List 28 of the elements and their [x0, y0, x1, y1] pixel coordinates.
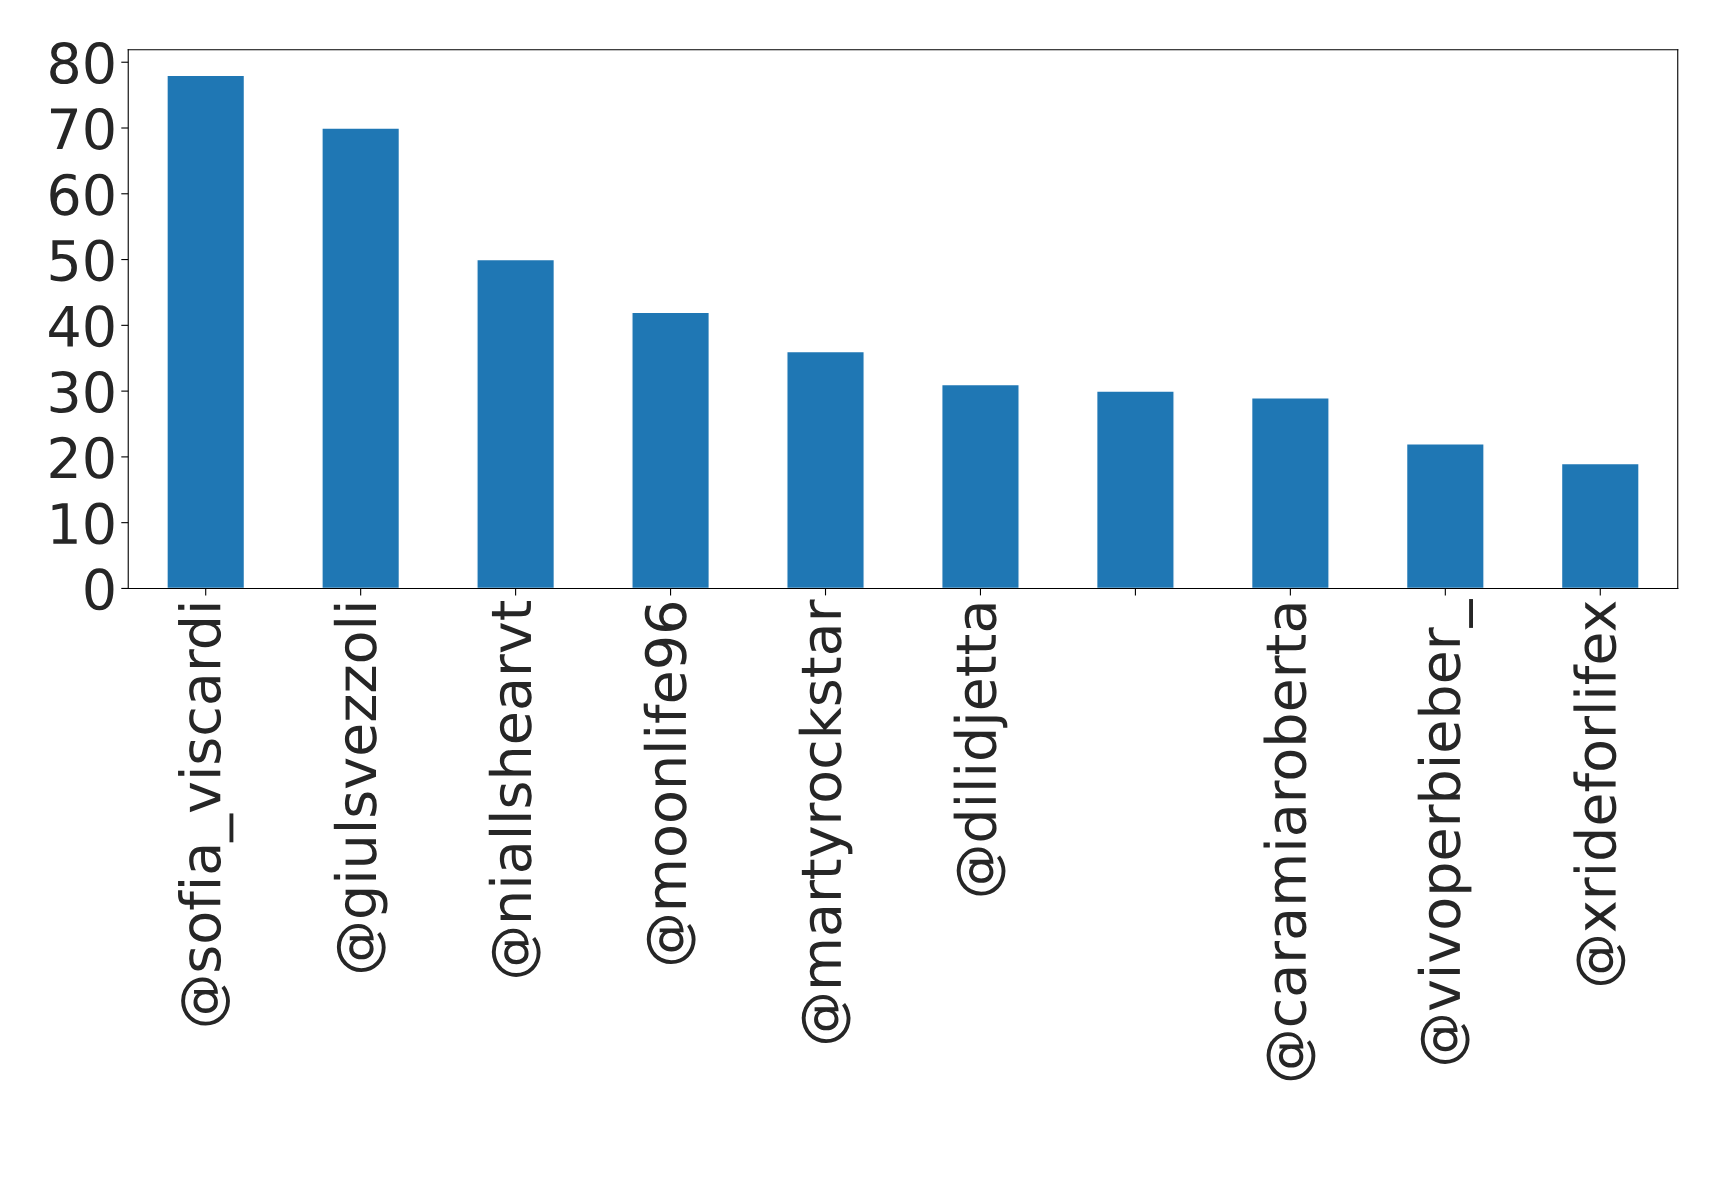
y-tick-label: 10: [52, 502, 114, 545]
x-tick-label: @caramiaroberta: [1263, 604, 1316, 1081]
bar: [321, 127, 401, 589]
x-tick-label: @giulsvezzoli: [333, 604, 388, 972]
y-tick-label: 70: [50, 107, 114, 150]
bar: [476, 258, 556, 589]
y-tick-label: 50: [50, 239, 114, 282]
y-tick-label: 20: [50, 436, 114, 479]
y-tick-label: 30: [50, 370, 114, 414]
y-tick-label: 0: [85, 568, 114, 611]
y-tick-label: 60: [50, 173, 114, 216]
bar: [1405, 443, 1485, 589]
x-tick-label: @xrideforlifex: [1573, 601, 1626, 985]
x-tick-label: @sofia_viscardi: [178, 604, 234, 1026]
x-tick-label: @martyrockstar: [798, 599, 853, 1044]
x-tick-label: @dilidjetta: [953, 604, 1008, 896]
bar: [786, 350, 865, 589]
y-tick-label: 40: [49, 305, 114, 348]
bar: [1095, 390, 1175, 589]
bar: [166, 74, 246, 589]
bar: [1560, 462, 1640, 589]
bar: [941, 383, 1020, 589]
bar: [1250, 396, 1330, 589]
y-tick-label: 80: [50, 42, 114, 85]
x-tick-label: @moonlife96: [643, 603, 696, 965]
x-tick-label: @niallshearvt: [488, 600, 541, 977]
bar: [631, 311, 710, 589]
x-tick-label: @vivoperbieber_: [1417, 599, 1473, 1064]
